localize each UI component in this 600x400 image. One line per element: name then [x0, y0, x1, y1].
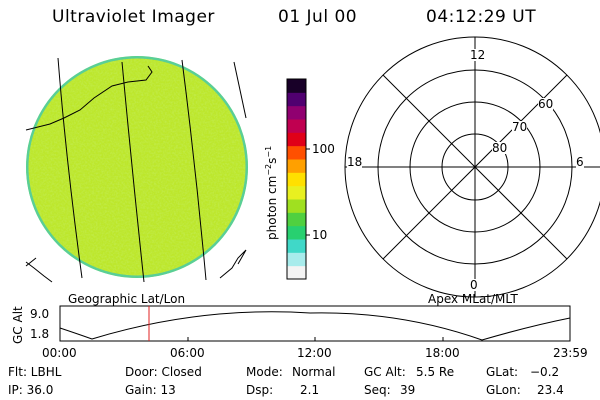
colorbar-tick-label-100: 100: [312, 142, 335, 156]
observation-time: 04:12:29 UT: [426, 7, 537, 27]
mlat-label-80: 80: [492, 141, 508, 155]
mlt-label-0: 0: [470, 278, 478, 292]
dsp-label: Dsp:: [246, 383, 274, 397]
glat-label: GLat:: [486, 365, 519, 379]
mlt-label-18: 18: [347, 155, 363, 169]
door-info: Door: Closed: [125, 365, 202, 379]
colorbar-cell: [287, 172, 306, 187]
glon-label: GLon:: [486, 383, 521, 397]
ip-info: IP: 36.0: [8, 383, 54, 397]
mode-value: Normal: [292, 365, 336, 379]
seq-label: Seq:: [364, 383, 391, 397]
altitude-ytick-bottom: 1.8: [30, 327, 50, 341]
gcalt-label: GC Alt:: [364, 365, 406, 379]
colorbar-cell: [287, 199, 306, 213]
mlat-label-70: 70: [512, 120, 528, 134]
mlat-label-60: 60: [538, 97, 554, 111]
colorbar-tick-label-10: 10: [312, 228, 328, 242]
time-tick-0000: 00:00: [42, 346, 77, 360]
colorbar-cell: [287, 79, 306, 93]
time-tick-1800: 18:00: [425, 346, 460, 360]
glat-value: −0.2: [530, 365, 560, 379]
seq-value: 39: [400, 383, 416, 397]
mlt-label-12: 12: [470, 48, 486, 62]
colorbar-cell: [287, 92, 306, 107]
colorbar-cell: [287, 265, 306, 280]
gcalt-value: 5.5 Re: [416, 365, 455, 379]
geographic-grid-overlay: [25, 57, 247, 283]
time-tick-2359: 23:59: [553, 346, 588, 360]
colorbar-cell: [287, 225, 306, 240]
polar-diagonal-2: [382, 74, 568, 260]
colorbar-cell: [287, 185, 306, 200]
colorbar-cell: [287, 239, 306, 253]
altitude-curve: [59, 311, 571, 341]
colorbar-cell: [287, 132, 306, 147]
colorbar-cell: [287, 212, 306, 227]
colorbar-cell: [287, 119, 306, 133]
filter-info: Flt: LBHL: [8, 365, 62, 379]
mode-label: Mode:: [246, 365, 283, 379]
polar-caption: Apex MLat/MLT: [428, 292, 518, 306]
altitude-plot-frame: [59, 305, 571, 342]
altitude-ytick-top: 9.0: [30, 307, 50, 321]
observation-date: 01 Jul 00: [278, 7, 358, 27]
colorbar-cell: [287, 145, 306, 160]
instrument-title: Ultraviolet Imager: [52, 7, 215, 27]
dsp-value: 2.1: [300, 383, 320, 397]
image-caption: Geographic Lat/Lon: [68, 292, 186, 306]
altitude-ylabel: GC Alt: [11, 306, 25, 344]
uv-disk: [26, 56, 248, 278]
mlt-label-6: 6: [576, 155, 584, 169]
gain-info: Gain: 13: [125, 383, 176, 397]
colorbar-cell: [287, 159, 306, 173]
colorbar-cell: [287, 105, 306, 120]
time-tick-0600: 06:00: [170, 346, 205, 360]
colorbar-cell: [287, 252, 306, 267]
time-tick-1200: 12:00: [297, 346, 332, 360]
glon-value: 23.4: [537, 383, 564, 397]
